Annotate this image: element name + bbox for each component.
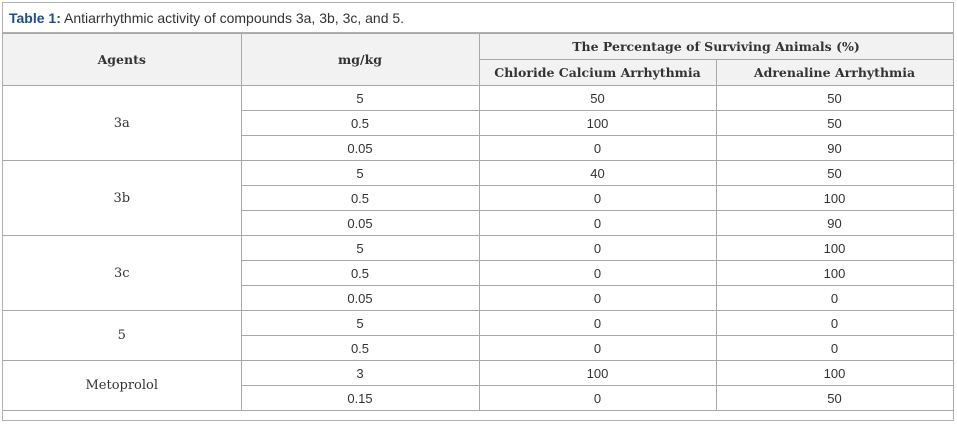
- agent-cell: Metoprolol: [3, 360, 242, 411]
- header-adrenaline: Adrenaline Arrhythmia: [715, 59, 954, 86]
- chloride-cell: 0: [478, 185, 717, 211]
- table-row: Metoprolol 3 100 100: [3, 360, 954, 411]
- header-chloride: Chloride Calcium Arrhythmia: [479, 59, 717, 86]
- table-row: 3c 5 0 100: [3, 235, 954, 311]
- agent-cell: 3c: [3, 235, 242, 311]
- table-body: 3a 5 50 50 0.5 100 50 0.05 0 90 3b 5 40 50 0.5 0 100 0.05…: [3, 85, 954, 411]
- adrenaline-cell: 100: [715, 235, 954, 261]
- chloride-cell: 0: [478, 135, 717, 161]
- chloride-cell: 40: [478, 160, 717, 186]
- chloride-cell: 100: [478, 110, 717, 136]
- chloride-cell: 0: [478, 235, 717, 261]
- dose-cell: 0.05: [241, 135, 480, 161]
- dose-cell: 0.05: [241, 210, 480, 236]
- table-row: 0.5 0 100: [3, 260, 954, 286]
- adrenaline-cell: 50: [715, 160, 954, 186]
- chloride-cell: 0: [478, 210, 717, 236]
- chloride-cell: 0: [478, 310, 717, 336]
- agent-cell: 3a: [3, 85, 242, 161]
- adrenaline-cell: 90: [715, 210, 954, 236]
- header-agents: Agents: [3, 33, 242, 86]
- agent-cell: 5: [3, 310, 242, 361]
- adrenaline-cell: 50: [715, 385, 954, 411]
- adrenaline-cell: 100: [715, 260, 954, 286]
- dose-cell: 0.5: [241, 260, 480, 286]
- dose-cell: 0.5: [241, 110, 480, 136]
- dose-cell: 5: [240, 85, 480, 111]
- dose-cell: 0.5: [241, 185, 480, 211]
- caption-label: Table 1:: [9, 10, 61, 26]
- dose-cell: 5: [240, 235, 480, 261]
- dose-cell: 0.5: [241, 335, 480, 361]
- dose-cell: 5: [240, 160, 480, 186]
- adrenaline-cell: 100: [715, 185, 954, 211]
- adrenaline-cell: 0: [715, 335, 954, 361]
- table-row: 0.5 0 100: [3, 185, 954, 211]
- table-row: 3a 5 50 50: [3, 85, 954, 161]
- adrenaline-cell: 90: [715, 135, 954, 161]
- adrenaline-cell: 50: [715, 110, 954, 136]
- dose-cell: 3: [240, 360, 480, 386]
- chloride-cell: 0: [478, 285, 717, 311]
- chloride-cell: 50: [478, 85, 717, 111]
- caption-text: Antiarrhythmic activity of compounds 3a,…: [60, 10, 405, 26]
- dose-cell: 5: [240, 310, 480, 336]
- chloride-cell: 100: [478, 360, 717, 386]
- table-row: 3b 5 40 50: [3, 160, 954, 236]
- table-row: 0.15 0 50: [3, 385, 954, 411]
- chloride-cell: 0: [478, 335, 717, 361]
- data-table: Agents mg/kg The Percentage of Surviving…: [3, 33, 954, 411]
- header-surviving-group: The Percentage of Surviving Animals (%): [478, 33, 954, 60]
- table-row: 0.05 0 90: [3, 210, 954, 236]
- header-dose: mg/kg: [240, 33, 480, 86]
- adrenaline-cell: 100: [715, 360, 954, 386]
- chloride-cell: 0: [478, 260, 717, 286]
- dose-cell: 0.05: [241, 285, 480, 311]
- adrenaline-cell: 50: [715, 85, 954, 111]
- agent-cell: 3b: [3, 160, 242, 236]
- adrenaline-cell: 0: [715, 310, 954, 336]
- table-caption: Table 1: Antiarrhythmic activity of comp…: [3, 3, 953, 33]
- dose-cell: 0.15: [241, 385, 480, 411]
- adrenaline-cell: 0: [715, 285, 954, 311]
- table-row: 0.05 0 0: [3, 285, 954, 311]
- chloride-cell: 0: [478, 385, 717, 411]
